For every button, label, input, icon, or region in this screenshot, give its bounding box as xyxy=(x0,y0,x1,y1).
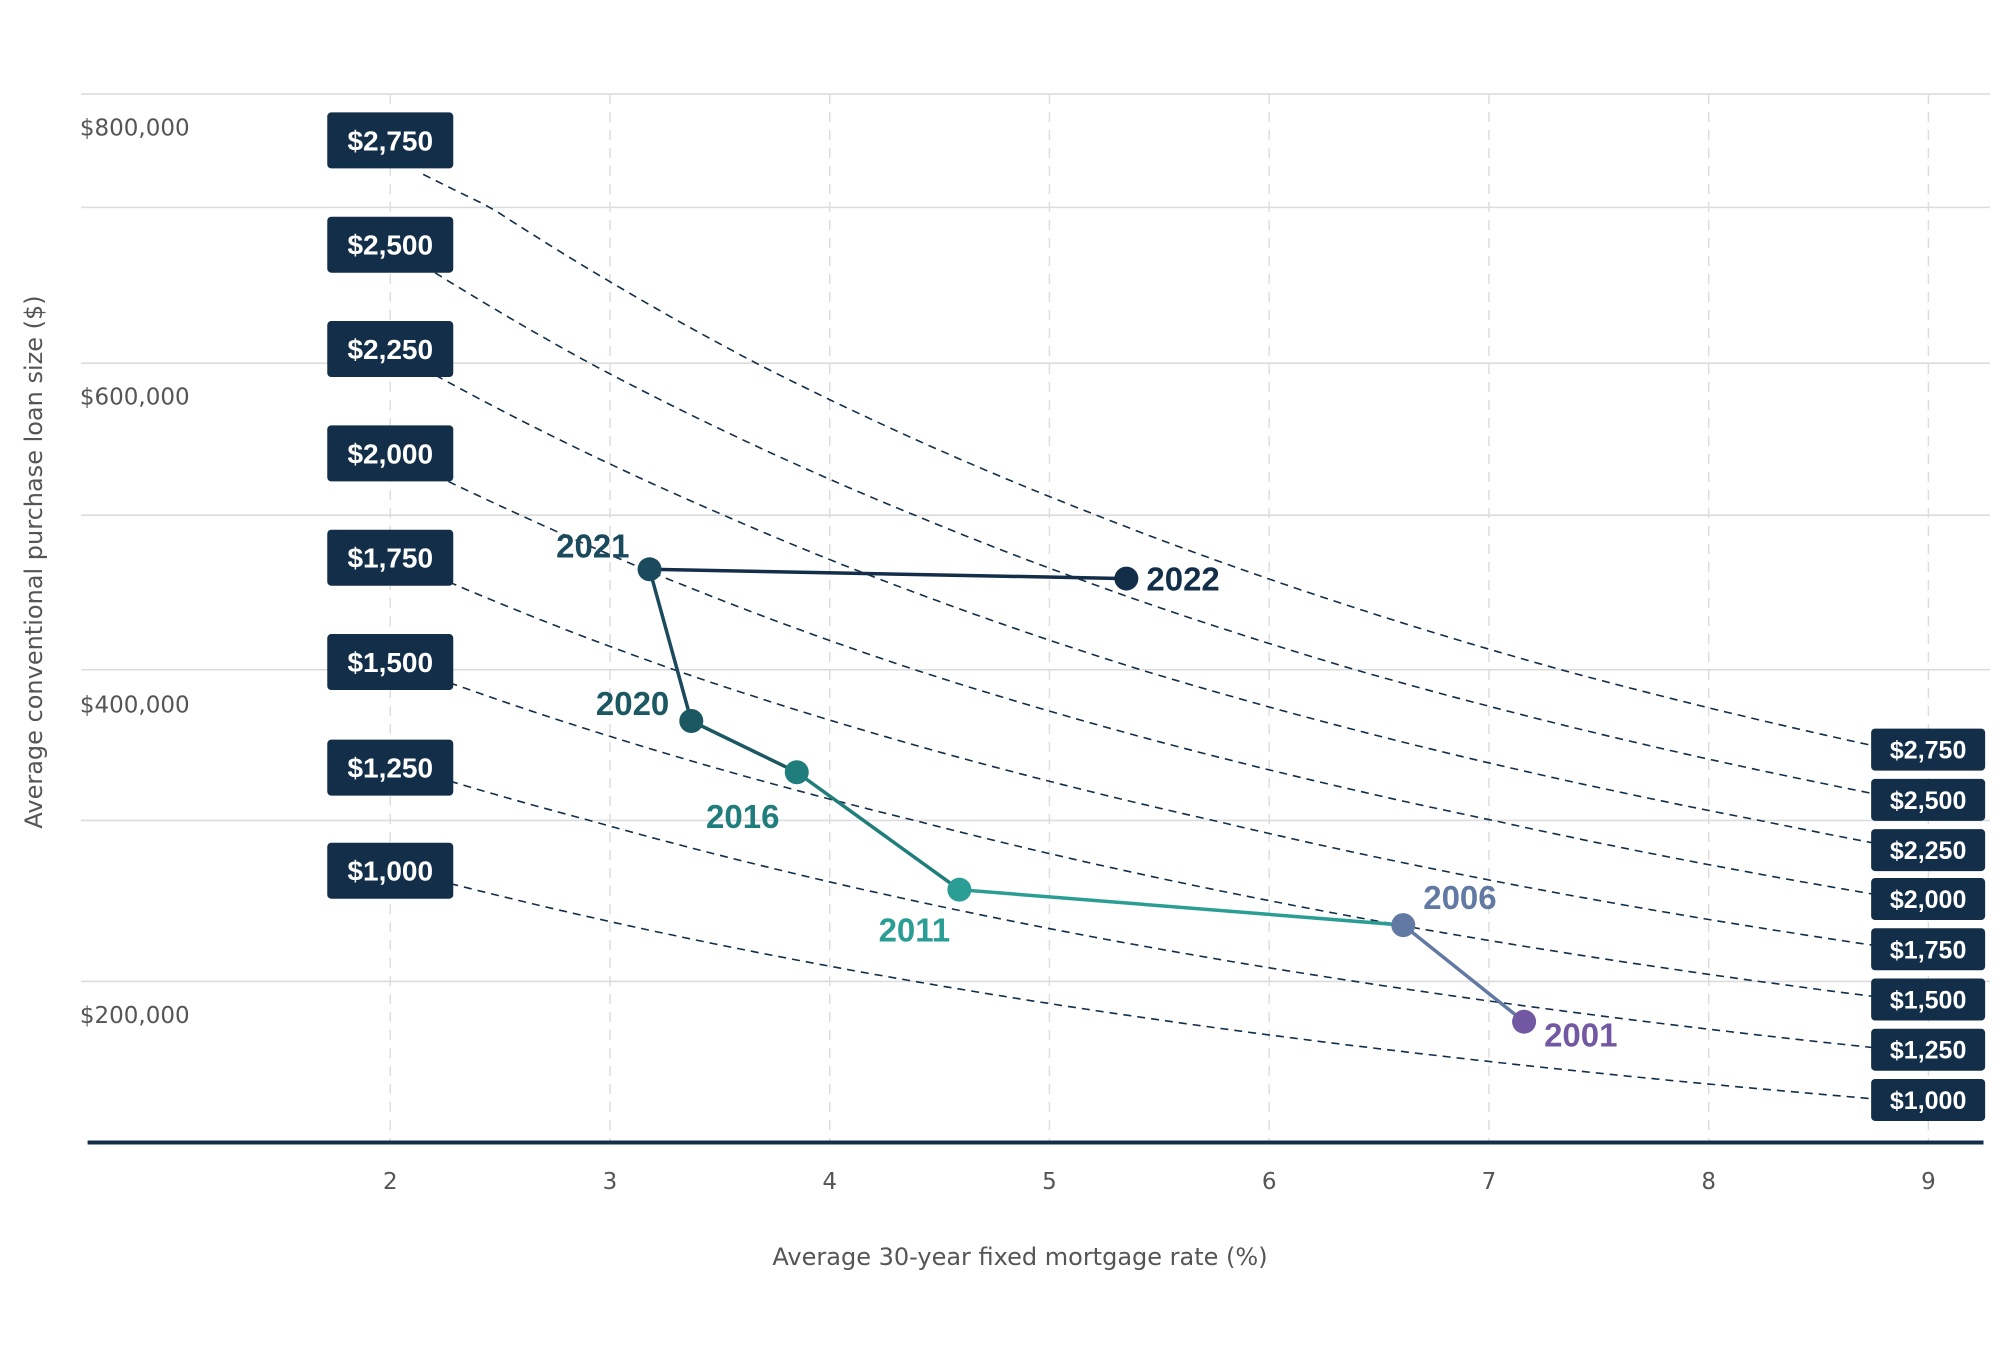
payment-label: $2,000 xyxy=(347,438,433,469)
payment-curve xyxy=(422,468,1874,895)
payment-label-box xyxy=(327,216,454,273)
payment-label: $1,500 xyxy=(347,647,433,678)
payment-label-box xyxy=(1871,829,1986,872)
data-point-label: 2022 xyxy=(1146,561,1219,598)
payment-curve xyxy=(422,672,1874,998)
data-point xyxy=(637,557,662,582)
series-segment xyxy=(690,719,798,774)
payment-labels: $2,750 $2,750 $2,500 $2,500 $2,250 $2,250 $2,0… xyxy=(327,112,1986,1121)
payment-label-box xyxy=(1871,928,1986,971)
series-segment xyxy=(647,568,693,722)
payment-label-box xyxy=(1871,1078,1986,1121)
x-tick-label: 6 xyxy=(1262,1169,1277,1195)
payment-label-box xyxy=(327,321,454,378)
x-axis-label: Average 30-year fixed mortgage rate (%) xyxy=(772,1243,1267,1271)
payment-label: $1,750 xyxy=(347,543,433,574)
payment-label: $2,500 xyxy=(1890,787,1966,815)
data-point xyxy=(1391,913,1416,938)
series-segment xyxy=(649,567,1127,581)
payment-label-box xyxy=(327,112,454,169)
x-tick-label: 8 xyxy=(1701,1169,1716,1195)
payment-label: $2,750 xyxy=(347,125,433,156)
payment-label-box xyxy=(1871,878,1986,921)
y-tick-label: $200,000 xyxy=(80,1003,190,1029)
axis-ticks: 2 3 4 5 6 7 8 9 $800,000 $600,000 $400,000 $200,000 xyxy=(80,116,1936,1195)
x-tick-label: 9 xyxy=(1921,1169,1936,1195)
x-tick-label: 7 xyxy=(1482,1169,1497,1195)
series-segment xyxy=(1402,923,1526,1024)
payment-curve xyxy=(422,367,1874,844)
data-point-label: 2016 xyxy=(706,798,779,835)
data-point xyxy=(947,877,972,902)
payment-label-box xyxy=(327,529,454,586)
payment-label: $1,250 xyxy=(1890,1037,1966,1065)
payment-label-box xyxy=(327,739,454,796)
payment-curves xyxy=(422,173,1874,1100)
data-series: 2001 2006 2011 2016 2020 2021 2022 xyxy=(556,527,1617,1053)
payment-curve xyxy=(422,173,1874,747)
data-point xyxy=(1512,1009,1537,1034)
payment-label: $2,250 xyxy=(347,334,433,365)
y-tick-label: $600,000 xyxy=(80,385,190,411)
y-axis-label: Average conventional purchase loan size … xyxy=(20,295,48,828)
payment-curve xyxy=(422,772,1874,1049)
series-segment xyxy=(795,770,961,892)
x-tick-label: 5 xyxy=(1042,1169,1057,1195)
payment-label-box xyxy=(1871,1028,1986,1071)
payment-label-box xyxy=(1871,778,1986,821)
series-segment xyxy=(959,887,1404,927)
payment-label-box xyxy=(327,425,454,482)
payment-label-box xyxy=(1871,728,1986,771)
x-tick-label: 3 xyxy=(603,1169,618,1195)
payment-label-box xyxy=(327,634,454,691)
x-tick-label: 4 xyxy=(822,1169,837,1195)
payment-label-box xyxy=(1871,978,1986,1021)
payment-label: $2,000 xyxy=(1890,886,1966,914)
payment-label: $1,250 xyxy=(347,753,433,784)
payment-curve xyxy=(422,570,1874,947)
x-tick-label: 2 xyxy=(383,1169,398,1195)
payment-label: $1,000 xyxy=(1890,1087,1966,1115)
data-point xyxy=(679,708,704,733)
payment-label: $1,500 xyxy=(1890,986,1966,1014)
data-point-label: 2021 xyxy=(556,527,629,564)
y-tick-label: $800,000 xyxy=(80,116,190,142)
payment-label: $1,000 xyxy=(347,856,433,887)
payment-label: $2,750 xyxy=(1890,737,1966,765)
data-point xyxy=(784,760,809,785)
payment-label: $1,750 xyxy=(1890,936,1966,964)
payment-label-box xyxy=(327,842,454,899)
payment-curve xyxy=(422,264,1874,795)
payment-label: $2,250 xyxy=(1890,837,1966,865)
data-point-label: 2020 xyxy=(596,685,669,722)
data-point xyxy=(1114,566,1139,591)
data-point-label: 2011 xyxy=(879,912,951,949)
y-tick-label: $400,000 xyxy=(80,693,190,719)
payment-label: $2,500 xyxy=(347,230,433,261)
data-point-label: 2006 xyxy=(1423,879,1496,916)
data-point-label: 2001 xyxy=(1544,1017,1617,1054)
